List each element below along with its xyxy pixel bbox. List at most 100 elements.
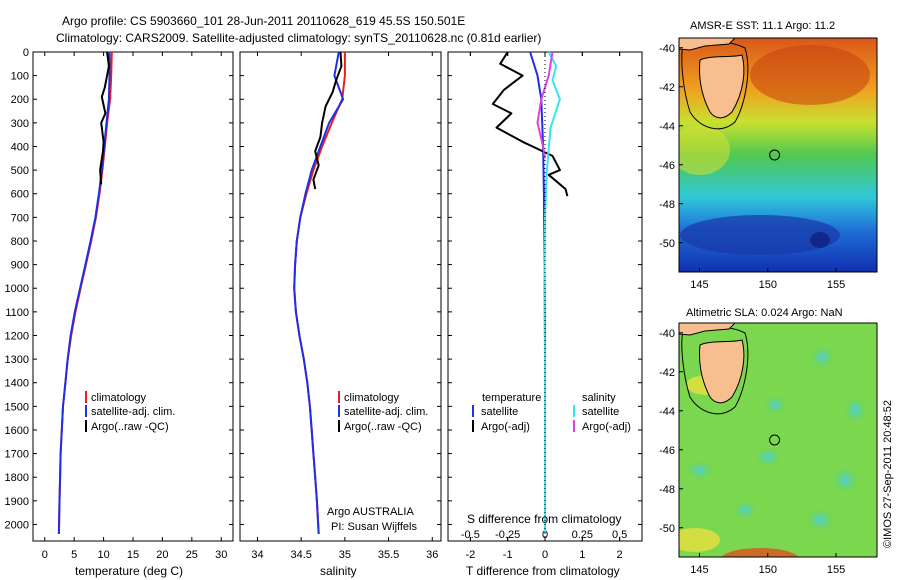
tasmania-landmass — [699, 54, 745, 119]
legend-label-t-satellite: satellite — [481, 406, 518, 418]
legend-label-climatology: climatology — [91, 392, 147, 404]
lon-tick-label: 150 — [759, 279, 777, 291]
depth-tick-label: 1700 — [5, 449, 29, 461]
sla-eddy — [831, 466, 859, 494]
sst-map-title: AMSR-E SST: 11.1 Argo: 11.2 — [690, 20, 835, 32]
depth-tick-label: 300 — [11, 118, 29, 130]
legend-header-temperature: temperature — [482, 392, 541, 404]
x-tick-label: 5 — [71, 549, 77, 561]
x-tick-label: 0 — [542, 549, 548, 561]
lon-tick-label: 145 — [690, 279, 708, 291]
sst-map-axes: 145 150 155 -40 -42 -44 -46 -48 -50 — [659, 43, 845, 291]
depth-tick-label: 400 — [11, 141, 29, 153]
lat-tick-label: -50 — [659, 523, 675, 535]
x-tick-label: 2 — [617, 549, 623, 561]
depth-tick-label: 900 — [11, 260, 29, 272]
depth-tick-label: 1100 — [5, 307, 29, 319]
sla-eddy — [810, 345, 834, 369]
depth-tick-label: 0 — [23, 47, 29, 59]
temperature-legend: climatology satellite-adj. clim. Argo(..… — [85, 391, 175, 433]
sla-eddy — [733, 500, 757, 520]
sst-warm-patch — [750, 45, 870, 105]
series-line-argo-raw-qc- — [312, 51, 343, 190]
sst-patch — [679, 125, 730, 175]
sla-map-frame — [678, 322, 878, 558]
difference-legend: temperature salinity satellite Argo(-adj… — [472, 392, 631, 433]
x-tick-label: 0 — [542, 529, 548, 541]
temperature-panel-frame — [32, 51, 234, 542]
x-tick-label: -0.25 — [495, 529, 520, 541]
difference-x-axis: -2 -1 0 1 2 -0.5 -0.25 0 0.25 0.5 — [461, 52, 627, 561]
lon-tick-label: 150 — [759, 564, 777, 576]
sla-map — [679, 323, 877, 557]
sla-high-patch — [679, 528, 720, 552]
sla-eddy — [754, 447, 782, 467]
difference-xlabel-top: S difference from climatology — [467, 512, 622, 526]
depth-tick-label: 1300 — [5, 354, 29, 366]
lon-tick-label: 155 — [827, 564, 845, 576]
depth-tick-label: 700 — [11, 212, 29, 224]
sst-cold-patch — [680, 215, 840, 255]
lat-tick-label: -42 — [659, 82, 675, 94]
salinity-series — [293, 51, 346, 534]
legend-label-s-argo: Argo(-adj) — [582, 421, 631, 433]
x-tick-label: 36 — [426, 549, 438, 561]
legend-label-s-satellite: satellite — [582, 406, 619, 418]
depth-tick-label: 600 — [11, 189, 29, 201]
lat-tick-label: -40 — [659, 43, 675, 55]
depth-tick-label: 2000 — [5, 519, 29, 531]
lat-tick-label: -40 — [659, 328, 675, 340]
sst-cold-eddy — [810, 232, 830, 248]
depth-tick-label: 500 — [11, 165, 29, 177]
legend-label-satellite: satellite-adj. clim. — [91, 406, 175, 418]
lat-tick-label: -44 — [659, 406, 675, 418]
sla-eddy — [686, 460, 714, 480]
sla-map-title: Altimetric SLA: 0.024 Argo: NaN — [686, 307, 843, 319]
x-tick-label: 20 — [156, 549, 168, 561]
salinity-xlabel: salinity — [320, 564, 357, 578]
legend-label-t-argo: Argo(-adj) — [481, 421, 530, 433]
sst-map — [679, 38, 877, 272]
depth-tick-label: 100 — [11, 71, 29, 83]
legend-label-argo: Argo(..raw -QC) — [91, 421, 169, 433]
x-tick-label: -2 — [465, 549, 475, 561]
legend-label-climatology: climatology — [344, 392, 400, 404]
depth-tick-label: 1400 — [5, 378, 29, 390]
x-tick-label: 0 — [42, 549, 48, 561]
legend-label-argo: Argo(..raw -QC) — [344, 421, 422, 433]
x-tick-label: -0.5 — [461, 529, 480, 541]
sla-eddy — [763, 395, 787, 415]
temperature-series — [57, 51, 113, 534]
lat-tick-label: -46 — [659, 160, 675, 172]
depth-tick-label: 1200 — [5, 330, 29, 342]
imos-timestamp: ©IMOS 27-Sep-2011 20:48:52 — [882, 400, 894, 548]
depth-tick-label: 1500 — [5, 401, 29, 413]
series-line-s-argo-adj- — [536, 51, 554, 159]
series-line-satellite-adj-clim- — [57, 52, 111, 534]
depth-tick-label: 1900 — [5, 496, 29, 508]
x-tick-label: 0.5 — [612, 529, 627, 541]
x-tick-label: 35.5 — [378, 549, 399, 561]
lon-tick-label: 145 — [690, 564, 708, 576]
argo-position-marker — [769, 149, 781, 161]
sla-eddy — [806, 508, 834, 532]
lat-tick-label: -46 — [659, 445, 675, 457]
temperature-x-axis: 0 5 10 15 20 25 30 — [42, 52, 227, 561]
sla-peak-patch — [721, 548, 799, 557]
temperature-xlabel: temperature (deg C) — [75, 564, 183, 578]
depth-tick-label: 1000 — [5, 283, 29, 295]
difference-xlabel: T difference from climatology — [466, 564, 620, 578]
sla-eddy — [843, 396, 867, 424]
argo-pi-label: PI: Susan Wijffels — [331, 521, 417, 533]
series-line-satellite-adj-clim- — [293, 51, 345, 534]
difference-series — [491, 51, 569, 534]
figure-title-line2: Climatology: CARS2009. Satellite-adjuste… — [56, 31, 541, 45]
lat-tick-label: -48 — [659, 484, 675, 496]
salinity-legend: climatology satellite-adj. clim. Argo(..… — [338, 391, 428, 433]
tasmania-landmass — [699, 339, 745, 404]
argo-program-label: Argo AUSTRALIA — [327, 506, 414, 518]
x-tick-label: 34.5 — [290, 549, 311, 561]
mainland-landmass — [679, 38, 736, 51]
x-tick-label: 34 — [251, 549, 263, 561]
depth-tick-label: 1800 — [5, 472, 29, 484]
